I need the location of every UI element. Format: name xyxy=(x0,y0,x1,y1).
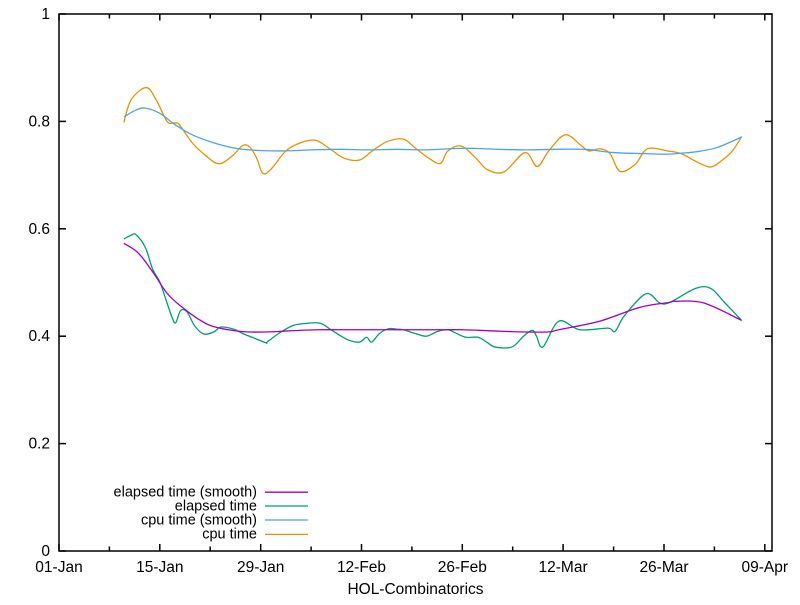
svg-text:0.4: 0.4 xyxy=(28,328,50,345)
svg-text:15-Jan: 15-Jan xyxy=(136,559,183,576)
svg-text:HOL-Combinatorics: HOL-Combinatorics xyxy=(347,581,483,598)
svg-text:0.2: 0.2 xyxy=(28,436,50,453)
svg-text:26-Mar: 26-Mar xyxy=(639,559,688,576)
svg-text:26-Feb: 26-Feb xyxy=(438,559,487,576)
svg-text:09-Apr: 09-Apr xyxy=(742,559,789,576)
svg-text:cpu time: cpu time xyxy=(202,527,257,543)
svg-text:0.6: 0.6 xyxy=(28,221,50,238)
svg-text:12-Feb: 12-Feb xyxy=(337,559,386,576)
svg-text:0.8: 0.8 xyxy=(28,113,50,130)
svg-text:1: 1 xyxy=(41,6,50,23)
svg-text:0: 0 xyxy=(41,543,50,560)
svg-text:29-Jan: 29-Jan xyxy=(237,559,284,576)
svg-text:12-Mar: 12-Mar xyxy=(539,559,588,576)
svg-text:01-Jan: 01-Jan xyxy=(35,559,82,576)
